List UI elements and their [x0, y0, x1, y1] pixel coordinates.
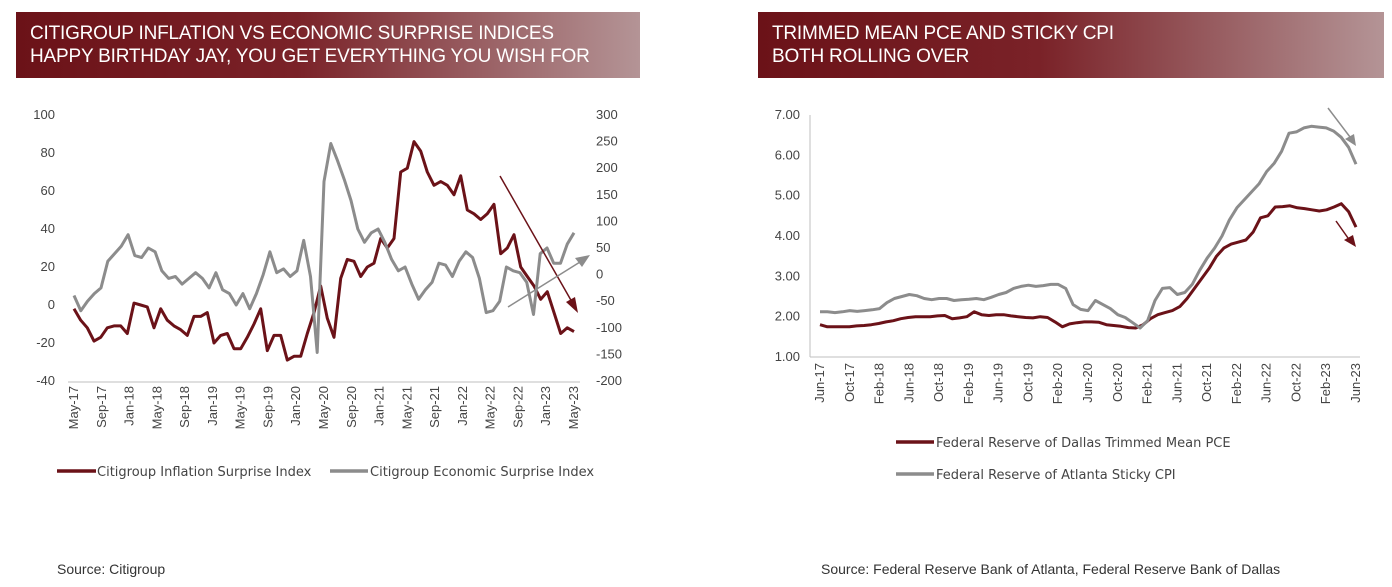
right-y-tick-label: 4.00 [775, 228, 800, 243]
left-x-tick-label: May-17 [66, 386, 81, 429]
left-x-tick-label: Sep-21 [427, 386, 442, 428]
left-x-tick-label: May-23 [566, 386, 581, 429]
right-y-tick-label: 7.00 [775, 107, 800, 122]
right-x-tick-label: Jun-23 [1348, 363, 1363, 403]
right-y-tick-label: 2.00 [775, 309, 800, 324]
right-x-tick-label: Oct-21 [1199, 363, 1214, 402]
left-x-tick-label: May-20 [316, 386, 331, 429]
series-line-citigroup-inflation-surprise-index [72, 140, 575, 362]
right-x-tick-label: Feb-18 [872, 363, 887, 404]
left-y-tick-label: 20 [41, 259, 55, 274]
right-x-tick-label: Feb-21 [1140, 363, 1155, 404]
left-y2-tick-label: -200 [596, 373, 622, 388]
left-y2-tick-label: -100 [596, 320, 622, 335]
left-y2-tick-label: 250 [596, 134, 618, 149]
left-y2-tick-label: 100 [596, 213, 618, 228]
legend-label-economic: Citigroup Economic Surprise Index [370, 465, 594, 480]
trimmed-pce-trend-arrowhead [1344, 235, 1356, 247]
left-y-tick-label: 0 [48, 297, 55, 312]
left-chart: 100806040200-20-40300250200150100500-50-… [33, 107, 622, 480]
economic-trend-arrowhead [575, 255, 590, 267]
left-y2-tick-label: 200 [596, 160, 618, 175]
series-line-federal-reserve-of-atlanta-sticky-cpi [820, 124, 1358, 330]
left-x-tick-label: May-21 [399, 386, 414, 429]
left-y2-tick-label: 0 [596, 267, 603, 282]
left-y2-tick-label: 300 [596, 107, 618, 122]
right-x-tick-label: Jun-18 [901, 363, 916, 403]
left-y2-tick-label: 50 [596, 240, 610, 255]
inflation-trend-arrowhead [566, 297, 578, 313]
left-x-tick-label: May-18 [149, 386, 164, 429]
left-y-tick-label: -40 [36, 373, 55, 388]
economic-trend-arrow-line [507, 261, 581, 308]
left-chart-title-banner: CITIGROUP INFLATION VS ECONOMIC SURPRISE… [16, 12, 640, 78]
left-y-tick-label: 100 [33, 107, 55, 122]
right-x-tick-label: Jun-21 [1169, 363, 1184, 403]
left-x-tick-label: Jan-20 [288, 386, 303, 426]
left-x-tick-label: Sep-22 [510, 386, 525, 428]
left-x-tick-label: Jan-19 [205, 386, 220, 426]
right-x-tick-label: Feb-20 [1050, 363, 1065, 404]
right-x-tick-label: Jun-17 [812, 363, 827, 403]
left-x-tick-label: Jan-18 [122, 386, 137, 426]
right-y-tick-label: 1.00 [775, 349, 800, 364]
left-x-tick-label: May-19 [233, 386, 248, 429]
right-chart-title-line-2: BOTH ROLLING OVER [772, 46, 970, 67]
right-chart: 7.00 6.00 5.00 4.00 3.00 2.00 1.00 Jun-17 Oct-17… [775, 107, 1363, 483]
sticky-cpi-trend-arrow-line [1327, 107, 1351, 138]
right-y-tick-label: 5.00 [775, 188, 800, 203]
left-x-tick-label: Jan-23 [538, 386, 553, 426]
left-chart-source: Source: Citigroup [57, 561, 166, 577]
series-line-federal-reserve-of-dallas-trimmed-mean-pce [819, 202, 1358, 330]
series-line-citigroup-economic-surprise-index [72, 142, 576, 354]
right-y-tick-label: 6.00 [775, 147, 800, 162]
right-y-tick-label: 3.00 [775, 268, 800, 283]
left-x-tick-label: Jan-21 [372, 386, 387, 426]
legend-label-trimmed-pce: Federal Reserve of Dallas Trimmed Mean P… [936, 436, 1231, 451]
left-x-tick-label: Sep-18 [177, 386, 192, 428]
right-x-tick-label: Oct-20 [1110, 363, 1125, 402]
left-y-tick-label: 80 [41, 145, 55, 160]
left-x-tick-label: Sep-20 [344, 386, 359, 428]
left-chart-title-line-2: HAPPY BIRTHDAY JAY, YOU GET EVERYTHING Y… [30, 46, 590, 67]
right-x-tick-label: Feb-19 [961, 363, 976, 404]
left-y2-tick-label: 150 [596, 187, 618, 202]
right-x-tick-label: Oct-18 [931, 363, 946, 402]
right-x-tick-label: Oct-17 [842, 363, 857, 402]
right-x-tick-label: Jun-22 [1259, 363, 1274, 403]
trimmed-pce-trend-arrow-line [1335, 220, 1349, 239]
right-x-tick-label: Feb-22 [1229, 363, 1244, 404]
right-x-tick-label: Jun-20 [1080, 363, 1095, 403]
left-chart-title-line-1: CITIGROUP INFLATION VS ECONOMIC SURPRISE… [30, 23, 554, 44]
legend-label-sticky-cpi: Federal Reserve of Atlanta Sticky CPI [936, 468, 1176, 483]
sticky-cpi-trend-arrowhead [1345, 134, 1356, 146]
left-y-tick-label: -20 [36, 335, 55, 350]
left-x-tick-label: May-22 [483, 386, 498, 429]
right-x-tick-label: Jun-19 [991, 363, 1006, 403]
left-y2-tick-label: -50 [596, 293, 615, 308]
left-y2-tick-label: -150 [596, 346, 622, 361]
right-x-tick-label: Oct-19 [1020, 363, 1035, 402]
left-x-tick-label: Sep-17 [94, 386, 109, 428]
left-x-tick-label: Sep-19 [260, 386, 275, 428]
right-chart-source: Source: Federal Reserve Bank of Atlanta,… [821, 561, 1281, 577]
left-x-tick-label: Jan-22 [455, 386, 470, 426]
inflation-trend-arrow-line [499, 175, 573, 303]
left-y-tick-label: 60 [41, 183, 55, 198]
right-chart-title-banner: TRIMMED MEAN PCE AND STICKY CPI BOTH ROL… [758, 12, 1384, 78]
legend-label-inflation: Citigroup Inflation Surprise Index [97, 465, 312, 480]
right-chart-title-line-1: TRIMMED MEAN PCE AND STICKY CPI [772, 23, 1114, 44]
left-y-tick-label: 40 [41, 221, 55, 236]
right-x-tick-label: Feb-23 [1318, 363, 1333, 404]
right-x-tick-label: Oct-22 [1288, 363, 1303, 402]
